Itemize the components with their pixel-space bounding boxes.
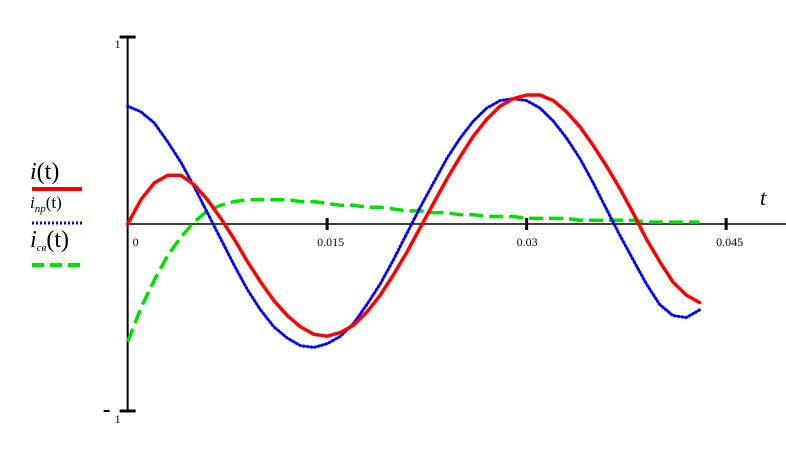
legend-swatch-i-pr — [32, 221, 82, 225]
x-tick-label: 0.015 — [317, 235, 344, 249]
legend-label-i-sv: iсв(t) — [30, 227, 69, 254]
x-axis-variable: t — [760, 185, 767, 210]
legend-item-i-pr: iпр(t) — [30, 192, 100, 226]
legend-swatch-i — [32, 187, 82, 191]
series-line-i-sv — [126, 197, 700, 343]
legend-label-i-pr: iпр(t) — [30, 193, 62, 215]
chart-legend: i(t) iпр(t) iсв(t) — [30, 158, 100, 268]
x-tick-label: 0 — [133, 235, 139, 249]
x-tick-label: 0.03 — [517, 235, 538, 249]
series-line-i — [125, 93, 702, 338]
chart-tick-labels: 1 1 0 0.015 0.03 0.045 t — [115, 37, 767, 426]
legend-item-i: i(t) — [30, 158, 100, 192]
legend-label-i: i(t) — [30, 159, 60, 185]
legend-item-i-sv: iсв(t) — [30, 226, 100, 268]
legend-swatch-i-sv — [32, 263, 82, 267]
series-line-i-pr — [126, 97, 701, 349]
x-tick-label: 0.045 — [716, 235, 743, 249]
chart-series-layer — [125, 93, 702, 349]
y-tick-label: 1 — [115, 37, 121, 51]
chart-axes — [103, 35, 786, 413]
y-tick-label: 1 — [115, 412, 121, 426]
